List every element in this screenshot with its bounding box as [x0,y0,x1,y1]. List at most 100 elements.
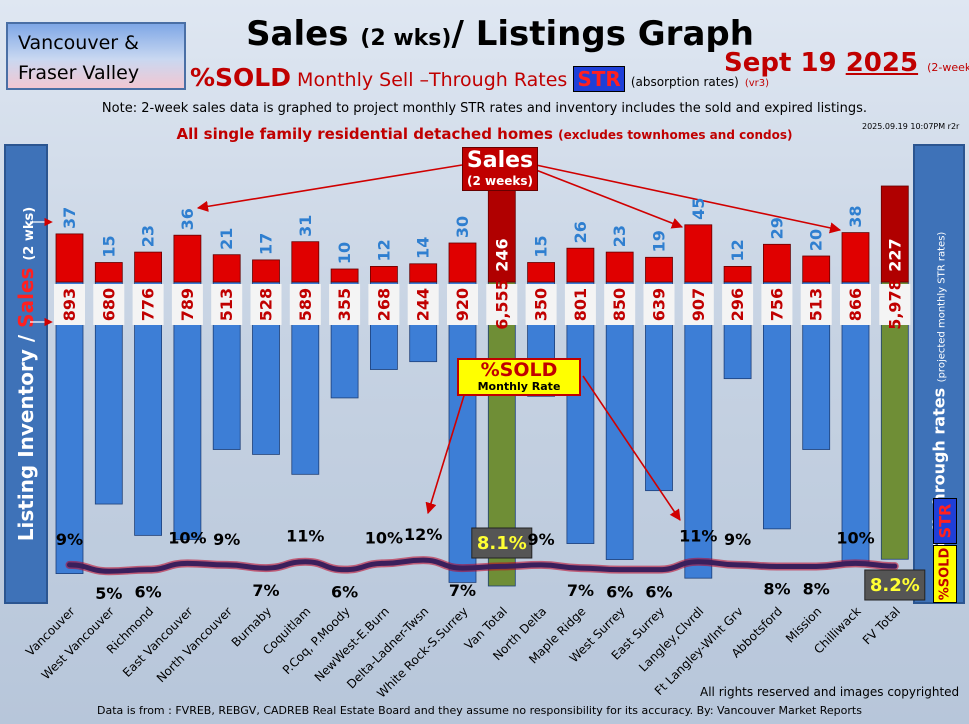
sold-line [67,557,898,574]
sales-bar [763,243,791,283]
subtitle-sold: %SOLD [190,63,291,92]
callout-arrows [30,164,842,521]
sales-bar [94,262,123,283]
inventory-label-band [840,284,871,325]
inventory-value-label: 513 [807,288,826,321]
sales-bar [802,255,831,283]
sold-total-label: 8.2% [870,575,920,596]
inventory-bar [605,281,634,560]
sales-value-label: 15 [99,235,118,257]
sold-value-label: 10% [365,528,403,547]
sold-value-label: 11% [286,527,324,546]
region-line-1: Vancouver & [18,32,139,54]
sold-value-label: 9% [213,530,240,549]
inventory-label-band [211,284,243,325]
sales-value-label: 30 [453,216,472,238]
sales-bar [880,185,909,283]
sales-value-label: 23 [139,225,158,247]
inventory-value-label: 850 [610,288,629,321]
sold-total-box [471,527,533,559]
sold-callout-big: %SOLD [480,359,558,381]
inventory-label-band [761,284,793,325]
inventory-label-band [525,284,557,325]
sold-value-label: 5% [95,584,122,603]
inventory-label-band [447,284,478,325]
sales-value-label: 37 [60,207,79,229]
note-text: Note: 2-week sales data is graphed to pr… [101,101,868,116]
sold-value-label: 9% [528,530,555,549]
sales-value-label: 38 [846,205,865,227]
date-suffix: (2-weeks) [927,61,969,74]
sold-value-label: 8% [763,579,790,598]
inventory-label-band [368,284,400,325]
sales-value-label: 36 [178,208,197,230]
sales-callout: Sales (2 weeks) [462,147,538,191]
inventory-label-band [564,284,596,325]
sales-bar [173,234,202,283]
inventory-value-label: 866 [846,288,865,321]
right-str-badge: STR [933,498,957,544]
subtitle-text: Monthly Sell –Through Rates [297,69,568,91]
sales-bar [645,256,673,283]
sales-value-label: 19 [650,230,669,252]
sold-value-label: 12% [404,525,442,544]
region-line-2: Fraser Valley [18,62,140,84]
subset-text: All single family residential detached h… [0,125,969,143]
inventory-label-band [407,284,439,325]
date-day: Sept 19 [724,48,837,78]
page-title: Sales (2 wks)/ Listings Graph [190,12,810,61]
inventory-label-band [643,284,675,325]
sales-callout-small: (2 weeks) [467,174,533,188]
sales-value-label: 12 [728,239,747,261]
inventory-label-band [329,284,361,325]
x-tick-label: P.Coq, P.Moody [280,604,353,677]
inventory-value-label: 907 [689,288,708,321]
inventory-value-label: 513 [217,288,236,321]
sales-bar [684,224,713,283]
inventory-label-band [604,284,636,325]
sold-value-label: 10% [168,528,206,547]
sales-value-label: 20 [807,229,826,251]
inventory-value-label: 920 [453,288,472,321]
sold-line-layer [65,556,899,576]
sales-value-label: 10 [335,242,354,264]
sales-bar [212,254,241,283]
sold-value-label: 6% [606,583,633,602]
sales-bar [566,247,595,283]
sales-value-label: 23 [610,225,629,247]
inventory-label-band [171,284,203,325]
inventory-label-band [879,284,911,325]
inventory-value-label: 6,555 [492,279,511,330]
sold-value-label: 9% [724,530,751,549]
sales-bar [487,185,516,283]
inventory-label-band [93,284,125,325]
sales-value-label: 21 [217,228,236,250]
callout-arrow [196,164,463,212]
inventory-value-label: 893 [60,288,79,321]
sold-value-label: 8% [803,579,830,598]
sales-bar [409,263,438,283]
inventory-value-label: 639 [650,288,669,321]
sold-value-label: 7% [449,581,476,600]
sales-value-label: 227 [885,238,904,271]
inventory-value-label: 5,978 [885,279,904,330]
sales-value-label: 15 [532,235,551,257]
inventory-label-band [722,284,754,325]
subtitle: %SOLD Monthly Sell –Through Rates STR (a… [190,63,769,98]
sales-callout-big: Sales [466,148,534,173]
sold-value-label: 11% [679,527,717,546]
subset-main: All single family residential detached h… [176,125,553,143]
sales-bar [369,265,398,283]
sold-total-box [864,569,926,601]
report-date: Sept 19 2025 (2-weeks) [724,48,969,78]
title-main: Sales [246,14,349,54]
callout-arrow [582,375,681,521]
inventory-label-band [289,284,321,325]
subtitle-version: (vr3) [744,78,770,89]
sold-total-label: 8.1% [477,533,527,554]
inventory-value-label: 680 [99,288,118,321]
inventory-label-band [486,284,518,325]
inventory-bar [55,281,84,574]
inventory-label-band [132,284,164,325]
